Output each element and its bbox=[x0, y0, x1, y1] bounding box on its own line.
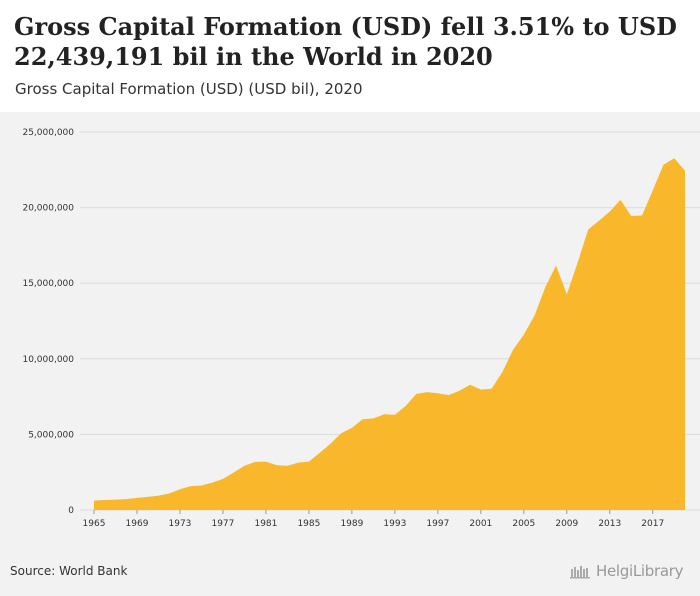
chart-subtitle: Gross Capital Formation (USD) (USD bil),… bbox=[15, 80, 363, 98]
y-tick-label: 5,000,000 bbox=[28, 430, 74, 440]
x-tick-label: 1981 bbox=[254, 519, 277, 529]
x-tick-label: 2017 bbox=[641, 519, 664, 529]
x-tick-label: 1997 bbox=[426, 519, 449, 529]
x-tick-label: 1985 bbox=[297, 519, 320, 529]
y-tick-label: 15,000,000 bbox=[22, 279, 74, 289]
y-tick-label: 10,000,000 bbox=[22, 355, 74, 365]
x-tick-label: 2001 bbox=[469, 519, 492, 529]
x-tick-label: 1965 bbox=[83, 519, 106, 529]
brand-name: HelgiLibrary bbox=[596, 562, 684, 580]
library-icon bbox=[570, 566, 590, 579]
x-tick-label: 2005 bbox=[512, 519, 535, 529]
x-tick-label: 2013 bbox=[598, 519, 621, 529]
y-tick-label: 20,000,000 bbox=[22, 204, 74, 214]
x-tick-label: 1973 bbox=[169, 519, 192, 529]
source-label: Source: World Bank bbox=[10, 564, 128, 578]
y-tick-label: 0 bbox=[68, 506, 74, 516]
x-tick-label: 1993 bbox=[383, 519, 406, 529]
header: Gross Capital Formation (USD) fell 3.51%… bbox=[0, 0, 700, 112]
x-tick-label: 1969 bbox=[126, 519, 149, 529]
brand-logo[interactable]: HelgiLibrary bbox=[570, 562, 684, 580]
chart-title: Gross Capital Formation (USD) fell 3.51%… bbox=[14, 12, 677, 71]
x-tick-label: 2009 bbox=[555, 519, 578, 529]
area-series bbox=[94, 158, 685, 510]
area-chart: 0 5,000,000 10,000,000 15,000,000 20,000,000… bbox=[22, 128, 700, 529]
y-tick-label: 25,000,000 bbox=[22, 128, 74, 138]
x-tick-label: 1977 bbox=[211, 519, 234, 529]
x-tick-label: 1989 bbox=[340, 519, 363, 529]
